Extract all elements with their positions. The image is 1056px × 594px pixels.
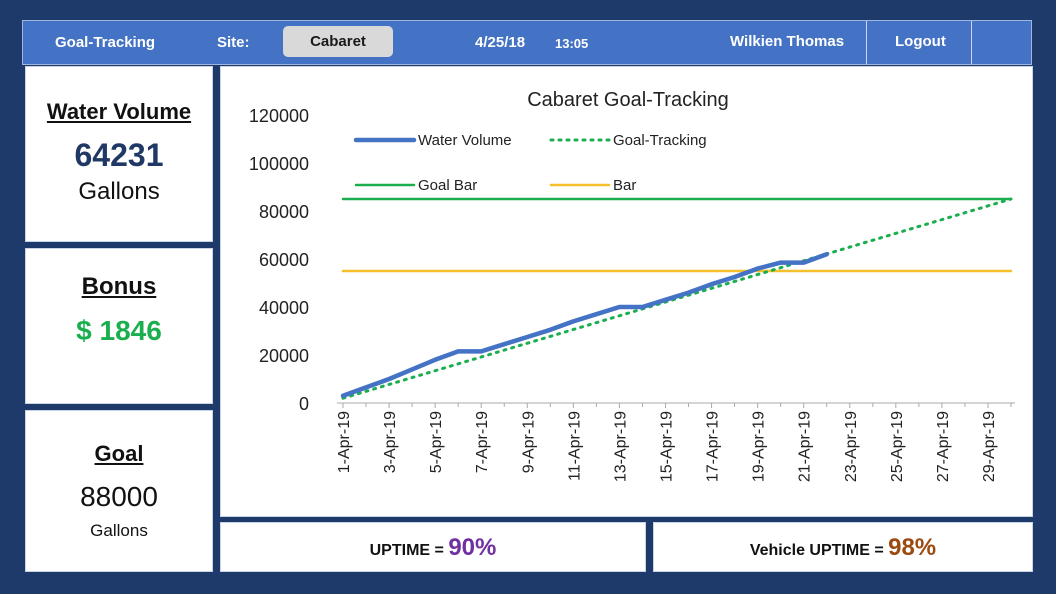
x-tick-label: 13-Apr-19 (612, 411, 629, 482)
bonus-panel: Bonus $ 1846 (25, 248, 213, 404)
y-tick-label: 40000 (259, 298, 309, 318)
user-name: Wilkien Thomas (730, 33, 845, 50)
uptime-panel: UPTIME = 90% (220, 522, 646, 572)
y-tick-label: 80000 (259, 202, 309, 222)
water-volume-value: 64231 (74, 137, 164, 173)
x-tick-label: 27-Apr-19 (935, 411, 952, 482)
legend-label: Water Volume (418, 132, 512, 149)
y-tick-label: 20000 (259, 346, 309, 366)
app-title: Goal-Tracking (55, 34, 156, 51)
goal-tracking-chart: Cabaret Goal-Tracking 0 20000 40000 60000 800… (249, 89, 1015, 482)
x-tick-label: 25-Apr-19 (889, 411, 906, 482)
goal-title: Goal (94, 441, 144, 466)
water-volume-panel: Water Volume 64231 Gallons (25, 66, 213, 242)
water-volume-unit: Gallons (78, 178, 160, 205)
header-divider (971, 21, 972, 64)
goal-unit: Gallons (90, 521, 148, 540)
goal-panel: Goal 88000 Gallons (25, 410, 213, 572)
bonus-title: Bonus (81, 273, 157, 300)
legend-label: Goal-Tracking (613, 132, 707, 149)
bonus-value: $ 1846 (76, 315, 162, 346)
x-tick-label: 9-Apr-19 (520, 411, 537, 473)
uptime-label: UPTIME = (369, 542, 444, 559)
header-date: 4/25/18 (475, 34, 526, 51)
vehicle-uptime-label: Vehicle UPTIME = (749, 542, 884, 559)
legend-label: Goal Bar (418, 177, 477, 194)
legend-label: Bar (613, 177, 636, 194)
x-tick-label: 11-Apr-19 (566, 411, 583, 481)
site-selector-button[interactable]: Cabaret (283, 26, 393, 57)
header-time: 13:05 (555, 36, 589, 51)
header-divider (866, 21, 867, 64)
x-tick-label: 19-Apr-19 (751, 411, 768, 482)
x-tick-label: 17-Apr-19 (705, 411, 722, 482)
site-label: Site: (217, 34, 250, 51)
y-tick-label: 60000 (259, 250, 309, 270)
x-tick-label: 15-Apr-19 (658, 411, 675, 482)
vehicle-uptime-panel: Vehicle UPTIME = 98% (653, 522, 1033, 572)
x-tick-label: 7-Apr-19 (474, 411, 491, 473)
y-tick-label: 0 (299, 394, 309, 414)
header-bar: Goal-Tracking Site: Cabaret 4/25/18 13:0… (22, 20, 1032, 65)
x-tick-label: 23-Apr-19 (843, 411, 860, 482)
x-tick-label: 29-Apr-19 (981, 411, 998, 482)
y-tick-label: 120000 (249, 106, 309, 126)
y-tick-label: 100000 (249, 154, 309, 174)
x-tick-label: 3-Apr-19 (382, 411, 399, 473)
chart-title: Cabaret Goal-Tracking (527, 89, 729, 111)
logout-button[interactable]: Logout (895, 33, 946, 50)
x-tick-label: 21-Apr-19 (797, 411, 814, 482)
series-goal-tracking (341, 197, 1013, 400)
vehicle-uptime-value: 98% (888, 534, 937, 561)
water-volume-title: Water Volume (46, 99, 192, 124)
chart-panel: Cabaret Goal-Tracking 0 20000 40000 60000 800… (220, 66, 1033, 517)
x-tick-label: 1-Apr-19 (336, 411, 353, 473)
uptime-value: 90% (448, 534, 497, 561)
goal-value: 88000 (80, 481, 158, 512)
series-water-volume (340, 251, 829, 399)
x-tick-label: 5-Apr-19 (428, 411, 445, 473)
